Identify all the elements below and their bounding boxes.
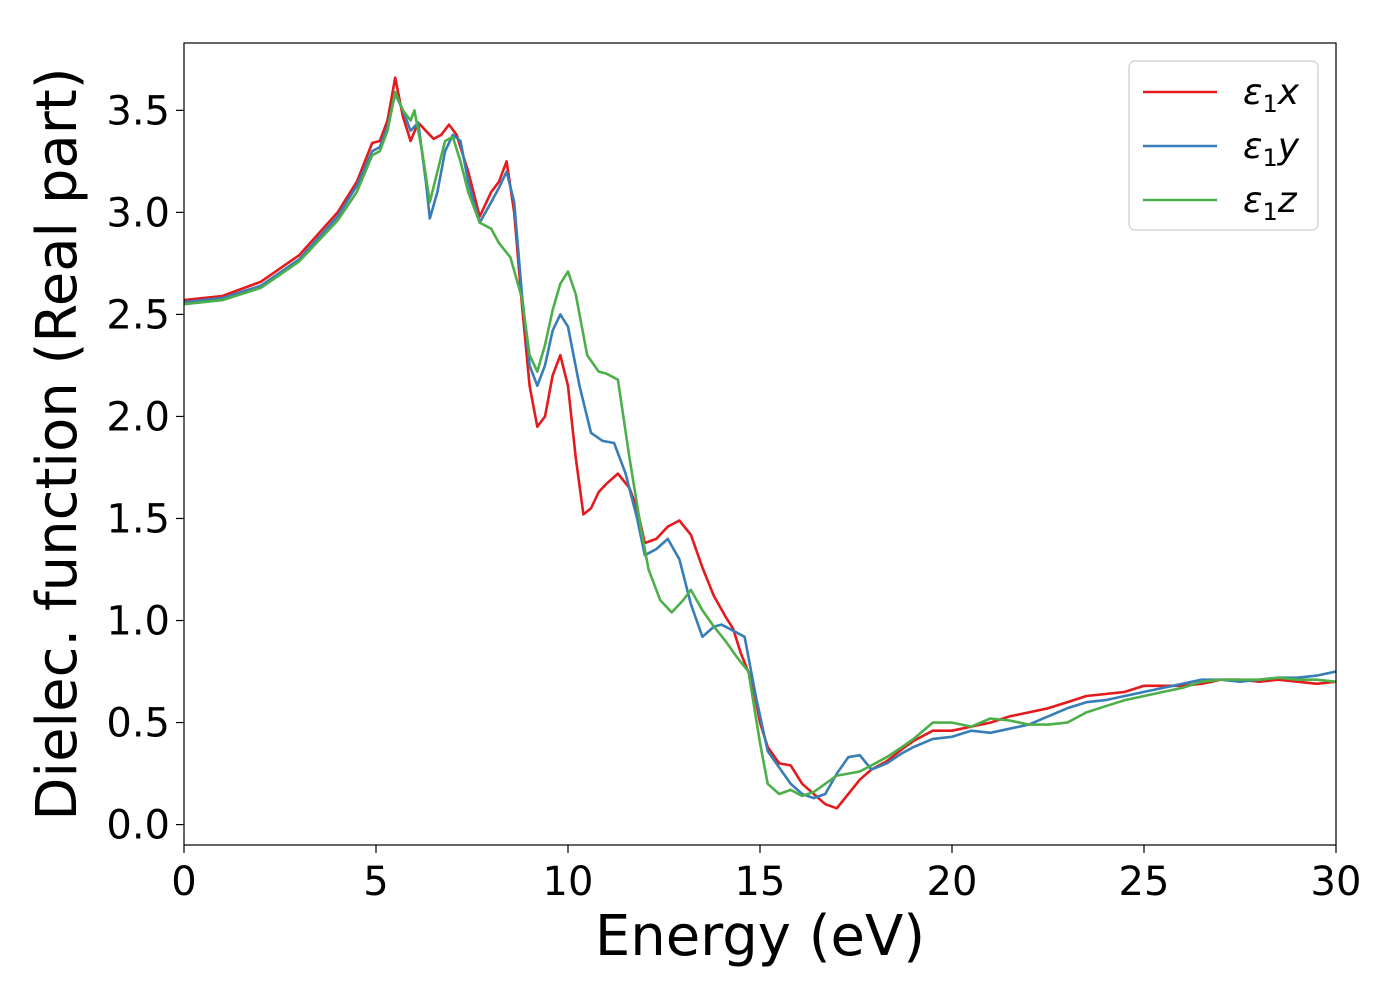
y-tick-label: 3.5 bbox=[106, 88, 170, 134]
x-tick-label: 0 bbox=[171, 859, 196, 905]
legend-label-z: ε1z bbox=[1243, 180, 1298, 226]
y-axis-title: Dielec. function (Real part) bbox=[25, 67, 90, 820]
x-axis-title: Energy (eV) bbox=[595, 904, 925, 969]
y-tick-label: 0.5 bbox=[106, 701, 170, 747]
x-tick-label: 15 bbox=[735, 859, 786, 905]
legend-label-x: ε1x bbox=[1243, 72, 1300, 118]
legend-box bbox=[1128, 60, 1319, 231]
series-line-x bbox=[184, 76, 1336, 810]
legend: ε1x ε1y ε1z bbox=[1128, 60, 1319, 231]
x-tick-label: 10 bbox=[543, 859, 594, 905]
y-tick-label: 3.0 bbox=[106, 190, 170, 236]
x-tick-label: 5 bbox=[363, 859, 388, 905]
x-axis: 0 5 10 15 20 25 30 bbox=[171, 845, 1361, 905]
x-tick-label: 30 bbox=[1311, 859, 1362, 905]
y-tick-label: 2.5 bbox=[106, 292, 170, 338]
series-line-y bbox=[184, 92, 1336, 800]
legend-label-y: ε1y bbox=[1243, 126, 1300, 172]
y-tick-label: 1.0 bbox=[106, 599, 170, 645]
x-tick-label: 25 bbox=[1119, 859, 1170, 905]
y-tick-label: 2.0 bbox=[106, 394, 170, 440]
y-axis: 0.0 0.5 1.0 1.5 2.0 2.5 3.0 3.5 bbox=[106, 88, 184, 849]
y-tick-label: 1.5 bbox=[106, 496, 170, 542]
y-tick-label: 0.0 bbox=[106, 803, 170, 849]
x-tick-label: 20 bbox=[927, 859, 978, 905]
series-layer bbox=[184, 76, 1336, 810]
series-line-z bbox=[184, 90, 1336, 798]
